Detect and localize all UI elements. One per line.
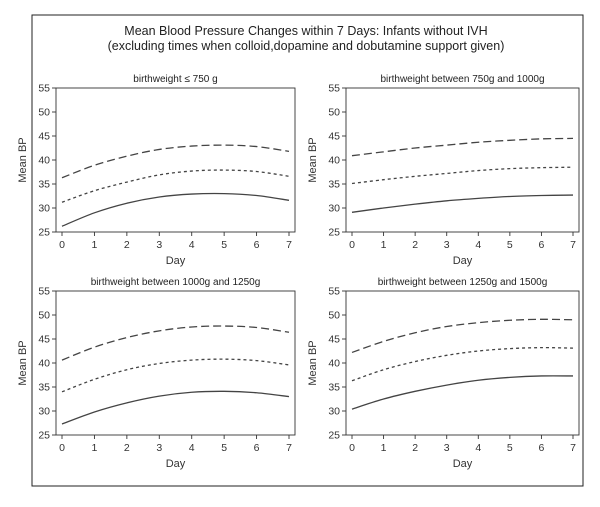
x-tick-label: 0 <box>349 239 355 251</box>
panel-title: birthweight between 750g and 1000g <box>380 74 544 85</box>
y-tick-label: 55 <box>38 83 50 95</box>
y-axis-label: Mean BP <box>307 137 319 182</box>
y-tick-label: 50 <box>38 107 50 119</box>
x-tick-label: 1 <box>381 442 387 454</box>
series-line-dotted <box>351 346 574 382</box>
series-line-dotted <box>61 169 290 203</box>
panel-title: birthweight between 1250g and 1500g <box>378 277 548 288</box>
series-line-solid <box>351 194 574 213</box>
x-tick-label: 7 <box>570 239 576 251</box>
y-tick-label: 40 <box>38 358 50 370</box>
plot-frame <box>345 290 580 436</box>
y-tick-label: 50 <box>328 310 340 322</box>
x-tick-label: 4 <box>475 239 481 251</box>
y-tick-label: 30 <box>328 406 340 418</box>
plot-frame <box>345 87 580 233</box>
series-line-dashed <box>351 137 574 157</box>
y-tick-label: 30 <box>38 406 50 418</box>
panel-title: birthweight ≤ 750 g <box>133 74 217 85</box>
y-tick-label: 45 <box>328 131 340 143</box>
y-tick-label: 50 <box>328 107 340 119</box>
x-tick-label: 2 <box>412 239 418 251</box>
y-tick-label: 40 <box>328 358 340 370</box>
y-tick-label: 55 <box>328 286 340 298</box>
y-axis-label: Mean BP <box>307 340 319 385</box>
x-tick-label: 5 <box>507 239 513 251</box>
y-tick-label: 40 <box>328 155 340 167</box>
x-axis-label: Day <box>166 458 186 470</box>
y-tick-label: 30 <box>38 203 50 215</box>
x-tick-label: 2 <box>412 442 418 454</box>
x-tick-label: 4 <box>189 442 195 454</box>
y-tick-label: 35 <box>38 382 50 394</box>
x-tick-label: 6 <box>539 442 545 454</box>
y-tick-label: 35 <box>328 382 340 394</box>
x-tick-label: 0 <box>349 442 355 454</box>
x-tick-label: 7 <box>570 442 576 454</box>
figure-subtitle: (excluding times when colloid,dopamine a… <box>108 39 505 53</box>
series-line-dashed <box>351 318 574 354</box>
series-line-dotted <box>351 166 574 185</box>
y-tick-label: 35 <box>38 179 50 191</box>
x-tick-label: 6 <box>254 239 260 251</box>
series-line-dotted <box>61 358 290 393</box>
series-line-dashed <box>61 325 290 361</box>
figure-border <box>31 14 584 487</box>
x-tick-label: 0 <box>59 239 65 251</box>
x-tick-label: 0 <box>59 442 65 454</box>
series-line-solid <box>61 192 290 227</box>
y-tick-label: 25 <box>38 227 50 239</box>
y-tick-label: 45 <box>328 334 340 346</box>
x-tick-label: 4 <box>475 442 481 454</box>
y-tick-label: 35 <box>328 179 340 191</box>
y-tick-label: 40 <box>38 155 50 167</box>
x-tick-label: 5 <box>507 442 513 454</box>
y-tick-label: 45 <box>38 131 50 143</box>
x-tick-label: 1 <box>92 239 98 251</box>
y-axis-label: Mean BP <box>17 137 29 182</box>
x-tick-label: 6 <box>254 442 260 454</box>
x-tick-label: 3 <box>444 239 450 251</box>
y-tick-label: 55 <box>328 83 340 95</box>
chart-panel-4: birthweight between 1250g and 1500g25303… <box>307 277 580 470</box>
y-tick-label: 55 <box>38 286 50 298</box>
x-tick-label: 1 <box>92 442 98 454</box>
series-line-dashed <box>61 144 290 179</box>
y-tick-label: 30 <box>328 203 340 215</box>
y-tick-label: 25 <box>38 430 50 442</box>
x-tick-label: 2 <box>124 442 130 454</box>
x-tick-label: 7 <box>286 239 292 251</box>
x-axis-label: Day <box>453 458 473 470</box>
x-tick-label: 3 <box>156 239 162 251</box>
series-line-solid <box>351 375 574 410</box>
x-axis-label: Day <box>453 255 473 267</box>
series-line-solid <box>61 390 290 425</box>
y-tick-label: 50 <box>38 310 50 322</box>
chart-panel-3: birthweight between 1000g and 1250g25303… <box>17 277 296 470</box>
figure-title: Mean Blood Pressure Changes within 7 Day… <box>124 24 487 38</box>
plot-frame <box>55 87 296 233</box>
x-tick-label: 3 <box>444 442 450 454</box>
x-tick-label: 2 <box>124 239 130 251</box>
x-tick-label: 5 <box>221 239 227 251</box>
y-tick-label: 45 <box>38 334 50 346</box>
x-tick-label: 4 <box>189 239 195 251</box>
x-tick-label: 3 <box>156 442 162 454</box>
x-tick-label: 7 <box>286 442 292 454</box>
x-axis-label: Day <box>166 255 186 267</box>
panel-title: birthweight between 1000g and 1250g <box>91 277 261 288</box>
x-tick-label: 1 <box>381 239 387 251</box>
x-tick-label: 5 <box>221 442 227 454</box>
y-tick-label: 25 <box>328 227 340 239</box>
y-axis-label: Mean BP <box>17 340 29 385</box>
y-tick-label: 25 <box>328 430 340 442</box>
x-tick-label: 6 <box>539 239 545 251</box>
chart-panel-2: birthweight between 750g and 1000g253035… <box>307 74 580 267</box>
